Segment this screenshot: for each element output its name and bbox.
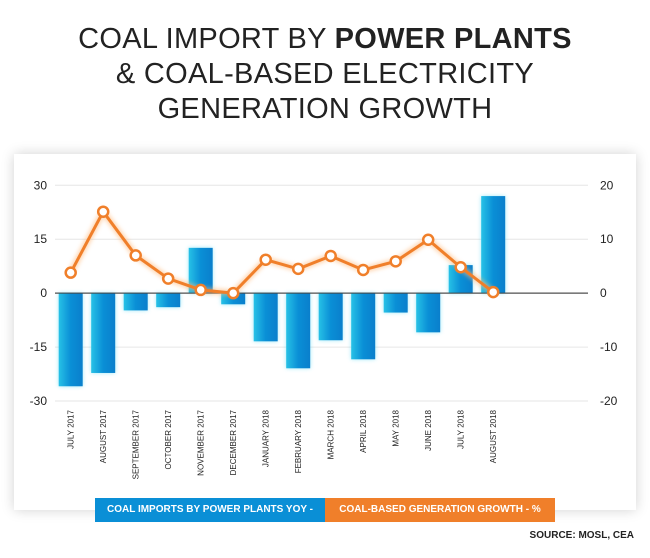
line-point — [356, 263, 370, 277]
line-point — [96, 205, 110, 218]
bar — [416, 293, 441, 333]
x-tick-label: FEBRUARY 2018 — [294, 409, 303, 473]
line-point — [324, 249, 337, 263]
line-series — [69, 208, 495, 295]
line-point — [226, 286, 240, 300]
x-tick-label: JUNE 2018 — [424, 409, 433, 450]
right-tick-label: 10 — [600, 232, 614, 246]
line-point — [421, 233, 435, 247]
x-tick-label: MARCH 2018 — [327, 409, 336, 459]
x-tick-label: JULY 2017 — [67, 409, 76, 448]
x-tick-label: JANUARY 2018 — [262, 409, 271, 467]
x-tick-label: AUGUST 2017 — [99, 409, 108, 463]
x-tick-label: JULY 2018 — [457, 409, 466, 448]
right-tick-label: -10 — [600, 340, 618, 354]
bar — [156, 293, 181, 308]
bar — [351, 293, 376, 360]
legend-line-series: COAL-BASED GENERATION GROWTH - % (RHS) — [325, 498, 555, 539]
bar — [58, 293, 83, 387]
line-point — [389, 255, 402, 268]
line-point — [194, 283, 207, 297]
right-tick-label: 20 — [600, 178, 614, 192]
chart-title: COAL IMPORT BY POWER PLANTS & COAL-BASED… — [0, 22, 650, 127]
bar — [481, 196, 506, 294]
x-tick-label: DECEMBER 2017 — [229, 409, 238, 475]
line-point — [259, 253, 272, 266]
left-tick-label: -30 — [30, 394, 48, 408]
left-tick-label: -15 — [30, 340, 48, 354]
line-point — [454, 261, 467, 274]
right-tick-label: 0 — [600, 286, 607, 300]
x-tick-label: MAY 2018 — [392, 409, 401, 446]
x-tick-label: OCTOBER 2017 — [164, 409, 173, 469]
line-point — [161, 272, 175, 285]
left-tick-label: 30 — [34, 178, 48, 192]
title-line3: GENERATION GROWTH — [157, 93, 493, 125]
line-point — [486, 285, 500, 299]
bar — [123, 293, 148, 311]
x-tick-label: SEPTEMBER 2017 — [132, 409, 141, 479]
bar — [318, 293, 343, 341]
line-point — [129, 249, 142, 262]
line-point — [64, 266, 77, 279]
x-tick-label: APRIL 2018 — [359, 409, 368, 452]
bar — [253, 293, 278, 342]
legend-bar-series: COAL IMPORTS BY POWER PLANTS YOY - % — [95, 498, 325, 539]
line-point — [291, 262, 305, 276]
left-tick-label: 0 — [40, 286, 47, 300]
title-line1: COAL IMPORT BY — [78, 23, 335, 55]
x-tick-label: NOVEMBER 2017 — [197, 409, 206, 475]
legend: COAL IMPORTS BY POWER PLANTS YOY - % COA… — [95, 498, 555, 539]
x-tick-label: AUGUST 2018 — [489, 409, 498, 463]
title-line1-bold: POWER PLANTS — [334, 23, 572, 55]
right-tick-label: -20 — [600, 394, 618, 408]
left-tick-label: 15 — [34, 232, 48, 246]
title-line2: & COAL-BASED ELECTRICITY — [115, 58, 535, 90]
bar — [91, 293, 116, 373]
bar — [286, 293, 311, 369]
bar — [383, 293, 408, 313]
source-note: SOURCE: MOSL, CEA — [529, 530, 634, 541]
